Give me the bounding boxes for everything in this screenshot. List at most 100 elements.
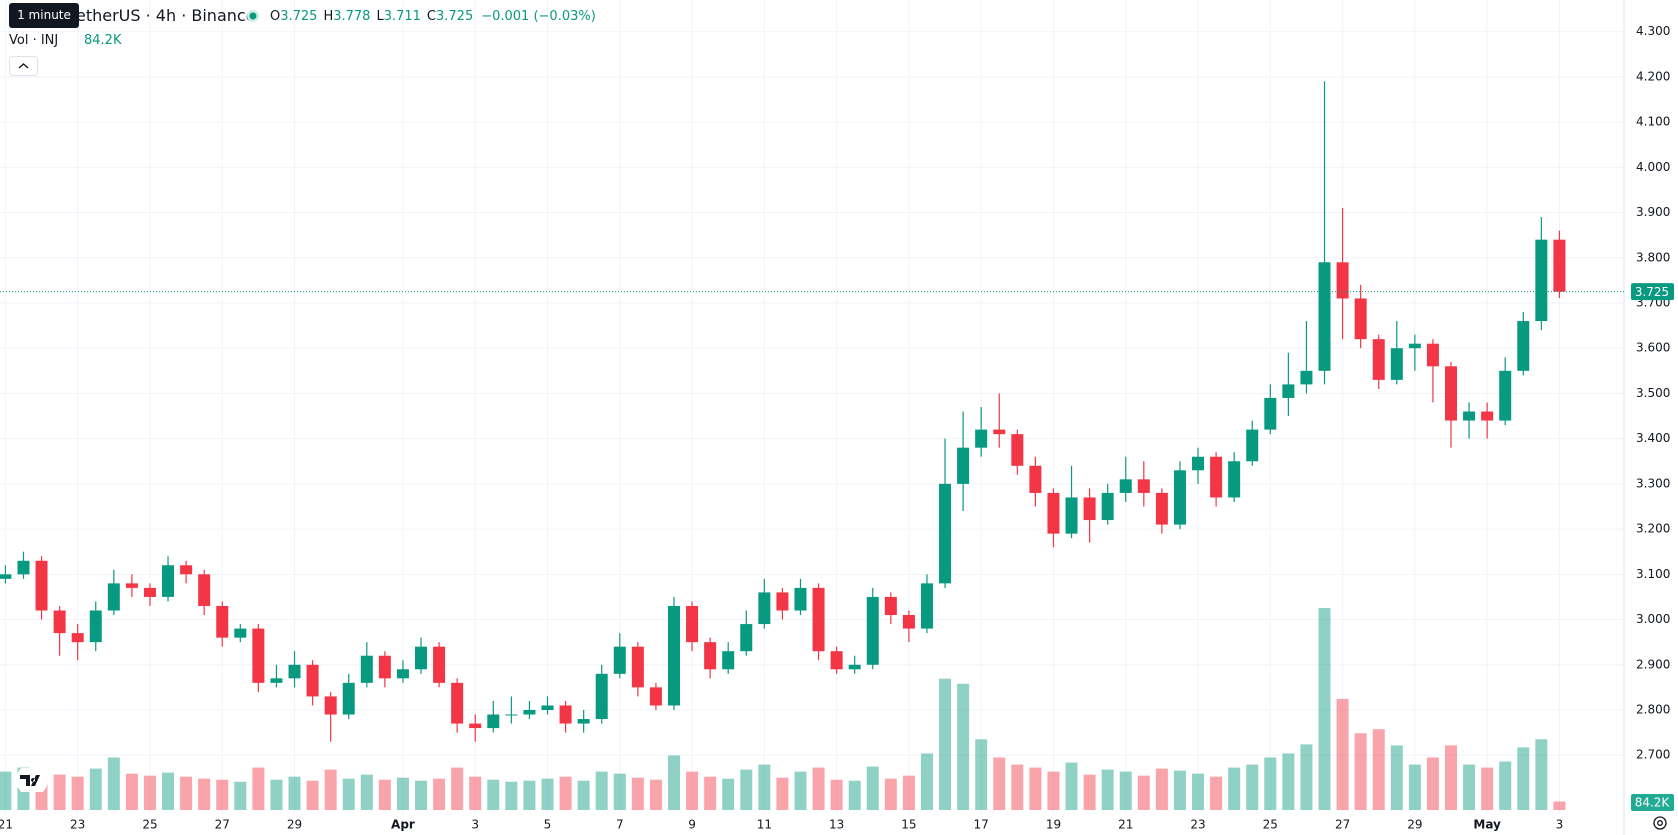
volume-bar [993, 757, 1006, 810]
volume-bar [577, 780, 590, 810]
candle-body [577, 719, 590, 724]
volume-bar [1390, 745, 1403, 810]
x-tick-label: 5 [544, 818, 552, 832]
candle-body [794, 587, 807, 611]
volume-bar [198, 778, 211, 810]
candle-body [1517, 321, 1530, 371]
volume-bar [1264, 757, 1277, 810]
candle-body [89, 610, 102, 643]
volume-bar [686, 771, 699, 810]
volume-bar [1445, 745, 1457, 810]
x-tick-label: 19 [1046, 818, 1061, 832]
volume-bar [324, 769, 337, 810]
candle-body [1282, 384, 1295, 398]
volume-bar [758, 764, 771, 810]
y-tick-label: 3.800 [1636, 250, 1670, 264]
candle-body [722, 651, 735, 670]
candle-body [1155, 492, 1168, 525]
candle-body [71, 633, 84, 643]
x-tick-label: May [1473, 818, 1501, 832]
candle-body [812, 587, 825, 652]
candle-body [920, 583, 933, 629]
x-tick-label: 23 [1190, 818, 1205, 832]
volume-bar [180, 776, 193, 810]
y-tick-label: 4.300 [1636, 24, 1670, 38]
volume-bar [505, 781, 518, 810]
volume-bar [812, 767, 825, 810]
candle-body [107, 583, 120, 611]
volume-bar [162, 772, 175, 810]
ohlc-key: O [270, 9, 281, 24]
change: −0.001 (−0.03%) [481, 9, 596, 24]
candle-body [342, 682, 355, 715]
candle-body [541, 705, 554, 710]
volume-bar [1228, 767, 1241, 810]
candle-body [469, 723, 482, 729]
x-tick-label: 13 [829, 818, 844, 832]
volume-tag: 84.2K [1635, 796, 1671, 810]
candle-body [559, 705, 572, 724]
settings-button[interactable] [1650, 813, 1670, 833]
volume-bar [613, 773, 626, 810]
candle-body [704, 642, 717, 670]
y-tick-label: 4.000 [1636, 160, 1670, 174]
candle-body [125, 583, 138, 588]
volume-bar [595, 771, 608, 810]
y-tick-label: 2.900 [1636, 657, 1670, 671]
candle-body [1499, 370, 1512, 421]
volume-bar [89, 768, 102, 810]
volume-tag-box [1631, 794, 1674, 811]
volume-bar [1481, 767, 1494, 810]
collapse-button[interactable] [9, 56, 38, 76]
candle-body [1101, 492, 1114, 521]
price-tag: 3.725 [1635, 285, 1669, 299]
candle-body [234, 628, 247, 638]
volume-bar [1463, 764, 1476, 810]
volume-bar [306, 780, 319, 810]
volume-bar [1408, 764, 1421, 810]
volume-bar [1192, 773, 1205, 810]
x-tick-label: 15 [901, 818, 916, 832]
volume-bar [848, 780, 861, 810]
volume-bar [740, 769, 753, 810]
volume-bar [1553, 801, 1566, 810]
candle-body [415, 646, 428, 670]
ohlc-value: 3.725 [280, 9, 318, 24]
volume-bar [487, 779, 500, 810]
ohlc-key: L [376, 9, 384, 24]
candle-body [667, 605, 680, 706]
candle-body [866, 596, 879, 665]
x-tick-label: 17 [974, 818, 989, 832]
y-tick-label: 3.300 [1636, 476, 1670, 490]
x-tick-label: 7 [616, 818, 624, 832]
logo [16, 768, 48, 792]
volume-bar [469, 776, 482, 810]
candle-body [1047, 492, 1060, 534]
x-tick-label: 25 [142, 818, 157, 832]
volume-bar [270, 779, 283, 810]
status-dot [247, 10, 259, 22]
y-tick-label: 3.900 [1636, 205, 1670, 219]
ohlc-value: 3.725 [436, 9, 474, 24]
x-tick-label: 29 [1407, 818, 1422, 832]
volume-bar [288, 776, 301, 810]
candle-body [1426, 343, 1439, 367]
candle-body [884, 596, 897, 616]
volume-bar [71, 776, 84, 810]
candle-body [1408, 343, 1421, 349]
x-tick-label: 11 [757, 818, 772, 832]
volume-bar [1300, 744, 1313, 810]
volume-bar [1246, 764, 1259, 810]
candle-body [487, 714, 500, 729]
candle-body [1246, 429, 1259, 462]
candle-body [830, 651, 843, 670]
candle-body [758, 592, 771, 625]
volume-bar [1372, 729, 1385, 810]
volume-bar [939, 678, 952, 810]
tooltip: 1 minute [9, 3, 79, 28]
candle-body [957, 447, 970, 484]
volume-bar [559, 776, 572, 810]
volume-bar [722, 778, 735, 810]
y-tick-label: 3.500 [1636, 386, 1670, 400]
volume-bar [433, 778, 446, 810]
